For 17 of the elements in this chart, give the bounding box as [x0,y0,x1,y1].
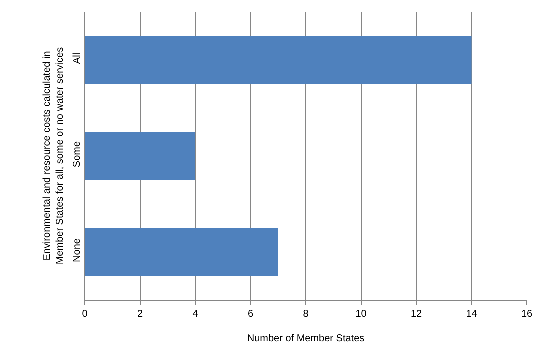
x-tick-label: 16 [521,309,533,320]
x-axis-title: Number of Member States [247,334,365,344]
bar [85,36,472,84]
x-tick-label: 12 [410,309,422,320]
y-tick-label: None [72,238,83,262]
x-tick-label: 6 [248,309,254,320]
x-tick-label: 4 [192,309,199,320]
x-tick-label: 10 [356,309,368,320]
bar [85,228,278,276]
x-tick-label: 14 [466,309,478,320]
x-tick-label: 0 [82,309,88,320]
y-axis-title: Environmental and resource costs calculated in Member States for all, some or no water services [42,47,66,265]
bar [85,132,196,180]
y-tick-label: Some [72,141,83,168]
y-tick-label: All [72,52,83,64]
x-tick-label: 8 [303,309,310,320]
x-tick-label: 2 [137,309,144,320]
